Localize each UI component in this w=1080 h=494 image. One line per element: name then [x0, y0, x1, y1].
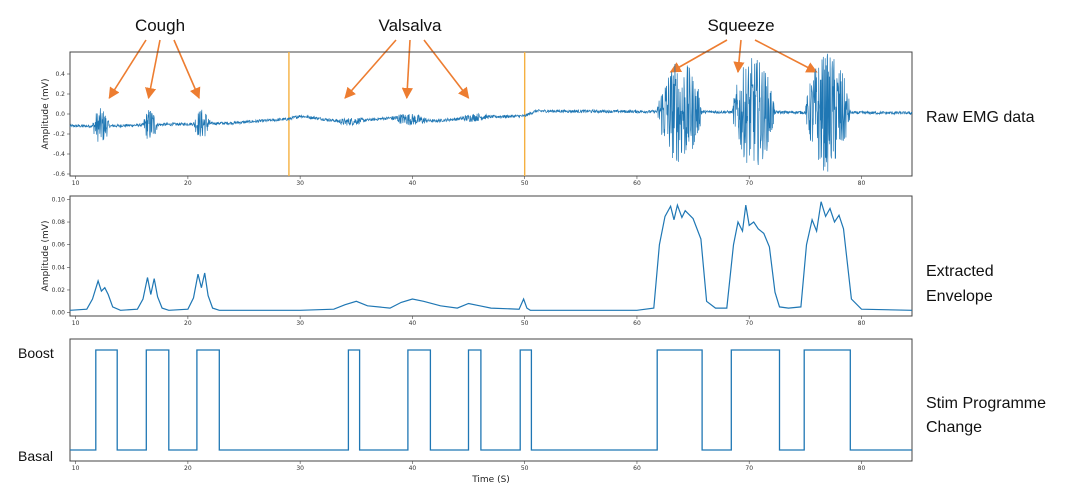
y-tick-label: -0.6: [53, 171, 65, 178]
raw-emg-y-axis: -0.6 -0.4 -0.2 0.0 0.2 0.4: [53, 71, 70, 178]
raw-emg-plot-frame: [69, 51, 913, 177]
x-tick-label: 40: [409, 320, 417, 327]
envelope-plot-frame: [69, 195, 913, 317]
y-tick-label: 0.10: [52, 196, 66, 203]
stim-level-label-boost: Boost: [18, 345, 54, 361]
y-tick-label: 0.0: [55, 111, 65, 118]
envelope-y-axis-label: Amplitude (mV): [41, 221, 51, 292]
annotation-arrow: [754, 39, 818, 73]
x-tick-label: 20: [184, 180, 192, 187]
annotation-arrows: [108, 39, 818, 100]
raw-emg-series-line: [69, 53, 913, 172]
y-tick-label: 0.04: [52, 264, 66, 271]
annotation-squeeze-label: Squeeze: [707, 16, 774, 35]
annotation-arrow: [344, 39, 397, 99]
x-tick-label: 40: [409, 465, 417, 472]
annotation-valsalva-label: Valsalva: [379, 16, 443, 35]
y-tick-label: -0.4: [53, 151, 65, 158]
x-tick-label: 10: [72, 180, 80, 187]
raw-emg-y-axis-label: Amplitude (mV): [41, 79, 51, 150]
y-tick-label: 0.08: [52, 219, 66, 226]
stim-level-label-basal: Basal: [18, 448, 53, 464]
x-tick-label: 80: [858, 320, 866, 327]
y-tick-label: -0.2: [53, 131, 65, 138]
x-tick-label: 40: [409, 180, 417, 187]
annotation-cough-label: Cough: [135, 16, 185, 35]
stim-side-label-line-1: Stim Programme: [926, 395, 1046, 412]
x-tick-label: 30: [296, 320, 304, 327]
phase-markers: [288, 52, 526, 176]
stim-plot-frame: [69, 338, 913, 462]
x-tick-label: 10: [72, 465, 80, 472]
y-tick-label: 0.2: [55, 91, 65, 98]
y-tick-label: 0.06: [52, 242, 66, 249]
x-tick-label: 80: [858, 180, 866, 187]
stim-series-line: [70, 349, 912, 451]
raw-emg-side-label: Raw EMG data: [926, 109, 1035, 126]
annotation-arrow: [145, 39, 161, 100]
x-tick-label: 20: [184, 320, 192, 327]
x-tick-label: 60: [633, 320, 641, 327]
x-tick-label: 30: [296, 180, 304, 187]
stim-panel: 10 20 30 40 50 60 70 80 Boost Basal Time (S) St…: [18, 338, 1046, 485]
stim-side-label-line-2: Change: [926, 419, 982, 436]
x-tick-label: 10: [72, 320, 80, 327]
y-tick-label: 0.02: [52, 287, 66, 294]
x-tick-label: 50: [521, 320, 529, 327]
x-tick-label: 20: [184, 465, 192, 472]
raw-emg-x-axis: 10 20 30 40 50 60 70 80: [72, 176, 866, 187]
y-tick-label: 0.4: [55, 71, 65, 78]
annotation-arrow: [108, 39, 147, 99]
annotation-arrow: [401, 39, 413, 100]
annotation-arrow: [423, 39, 470, 99]
x-tick-label: 50: [521, 180, 529, 187]
envelope-side-label-line-2: Envelope: [926, 288, 993, 305]
x-tick-label: 80: [858, 465, 866, 472]
x-tick-label: 70: [745, 320, 753, 327]
annotations: Cough Valsalva Squeeze: [108, 16, 818, 100]
envelope-x-axis: 10 20 30 40 50 60 70 80: [72, 316, 866, 327]
stim-x-axis-label: Time (S): [471, 475, 510, 485]
x-tick-label: 50: [521, 465, 529, 472]
envelope-y-axis: 0.00 0.02 0.04 0.06 0.08 0.10: [52, 196, 70, 317]
x-tick-label: 70: [745, 465, 753, 472]
raw-emg-panel: -0.6 -0.4 -0.2 0.0 0.2 0.4 10 20 30 40 50 60 70 80 A…: [41, 51, 1035, 187]
x-tick-label: 60: [633, 180, 641, 187]
envelope-series-line: [69, 201, 913, 311]
x-tick-label: 30: [296, 465, 304, 472]
x-tick-label: 60: [633, 465, 641, 472]
envelope-side-label-line-1: Extracted: [926, 263, 994, 280]
x-tick-label: 70: [745, 180, 753, 187]
annotation-arrow: [669, 39, 728, 73]
y-tick-label: 0.00: [52, 310, 66, 317]
envelope-panel: 0.00 0.02 0.04 0.06 0.08 0.10 10 20 30 40 50 60 70 8…: [41, 195, 994, 327]
stim-x-axis: 10 20 30 40 50 60 70 80: [72, 461, 866, 472]
annotation-arrow: [733, 39, 745, 74]
annotation-arrow: [173, 39, 201, 100]
